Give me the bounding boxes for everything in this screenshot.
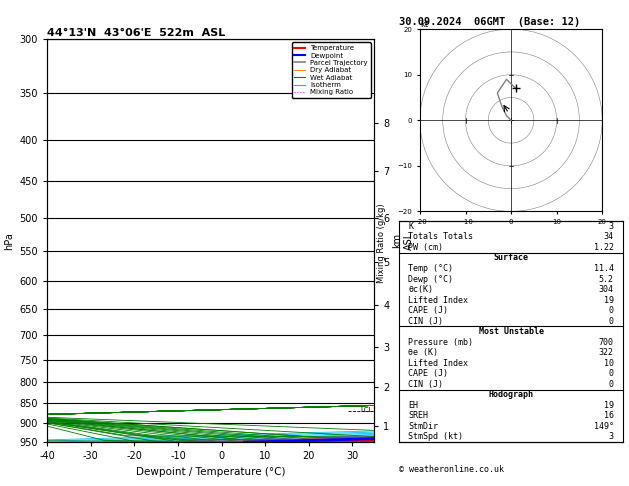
Text: Surface: Surface — [494, 254, 528, 262]
Text: 3: 3 — [609, 433, 614, 441]
Text: 149°: 149° — [594, 422, 614, 431]
Text: θe (K): θe (K) — [408, 348, 438, 357]
Text: 34: 34 — [604, 232, 614, 242]
Text: 19: 19 — [604, 401, 614, 410]
Text: 11.4: 11.4 — [594, 264, 614, 273]
Text: kt: kt — [420, 20, 428, 29]
Text: CAPE (J): CAPE (J) — [408, 369, 448, 378]
Text: 3: 3 — [609, 222, 614, 231]
Text: 30.09.2024  06GMT  (Base: 12): 30.09.2024 06GMT (Base: 12) — [399, 17, 581, 27]
Text: 5.2: 5.2 — [599, 275, 614, 283]
Text: EH: EH — [408, 401, 418, 410]
Text: 0: 0 — [609, 317, 614, 326]
Text: 0: 0 — [609, 380, 614, 389]
Text: PW (cm): PW (cm) — [408, 243, 443, 252]
Text: Mixing Ratio (g/kg): Mixing Ratio (g/kg) — [377, 203, 386, 283]
Text: © weatheronline.co.uk: © weatheronline.co.uk — [399, 465, 504, 474]
Text: 10: 10 — [604, 359, 614, 368]
Text: 1.22: 1.22 — [594, 243, 614, 252]
Text: 16: 16 — [604, 412, 614, 420]
Text: Hodograph: Hodograph — [489, 390, 533, 399]
Text: Pressure (mb): Pressure (mb) — [408, 338, 474, 347]
Text: 0: 0 — [609, 306, 614, 315]
Text: 304: 304 — [599, 285, 614, 294]
Text: 19: 19 — [604, 295, 614, 305]
Text: Lifted Index: Lifted Index — [408, 295, 469, 305]
Text: Most Unstable: Most Unstable — [479, 327, 543, 336]
X-axis label: Dewpoint / Temperature (°C): Dewpoint / Temperature (°C) — [136, 467, 286, 477]
Text: 44°13'N  43°06'E  522m  ASL: 44°13'N 43°06'E 522m ASL — [47, 28, 225, 38]
Text: CIN (J): CIN (J) — [408, 317, 443, 326]
Text: CAPE (J): CAPE (J) — [408, 306, 448, 315]
Text: Lifted Index: Lifted Index — [408, 359, 469, 368]
Text: LCL: LCL — [360, 406, 373, 413]
Y-axis label: hPa: hPa — [4, 232, 14, 249]
Y-axis label: km
ASL: km ASL — [392, 231, 414, 250]
Text: CIN (J): CIN (J) — [408, 380, 443, 389]
Text: StmDir: StmDir — [408, 422, 438, 431]
Legend: Temperature, Dewpoint, Parcel Trajectory, Dry Adiabat, Wet Adiabat, Isotherm, Mi: Temperature, Dewpoint, Parcel Trajectory… — [292, 42, 370, 98]
Text: Totals Totals: Totals Totals — [408, 232, 474, 242]
Text: K: K — [408, 222, 413, 231]
Text: 322: 322 — [599, 348, 614, 357]
Text: 700: 700 — [599, 338, 614, 347]
Text: 0: 0 — [609, 369, 614, 378]
Text: StmSpd (kt): StmSpd (kt) — [408, 433, 464, 441]
Text: SREH: SREH — [408, 412, 428, 420]
Text: Temp (°C): Temp (°C) — [408, 264, 454, 273]
Text: Dewp (°C): Dewp (°C) — [408, 275, 454, 283]
Text: θc(K): θc(K) — [408, 285, 433, 294]
